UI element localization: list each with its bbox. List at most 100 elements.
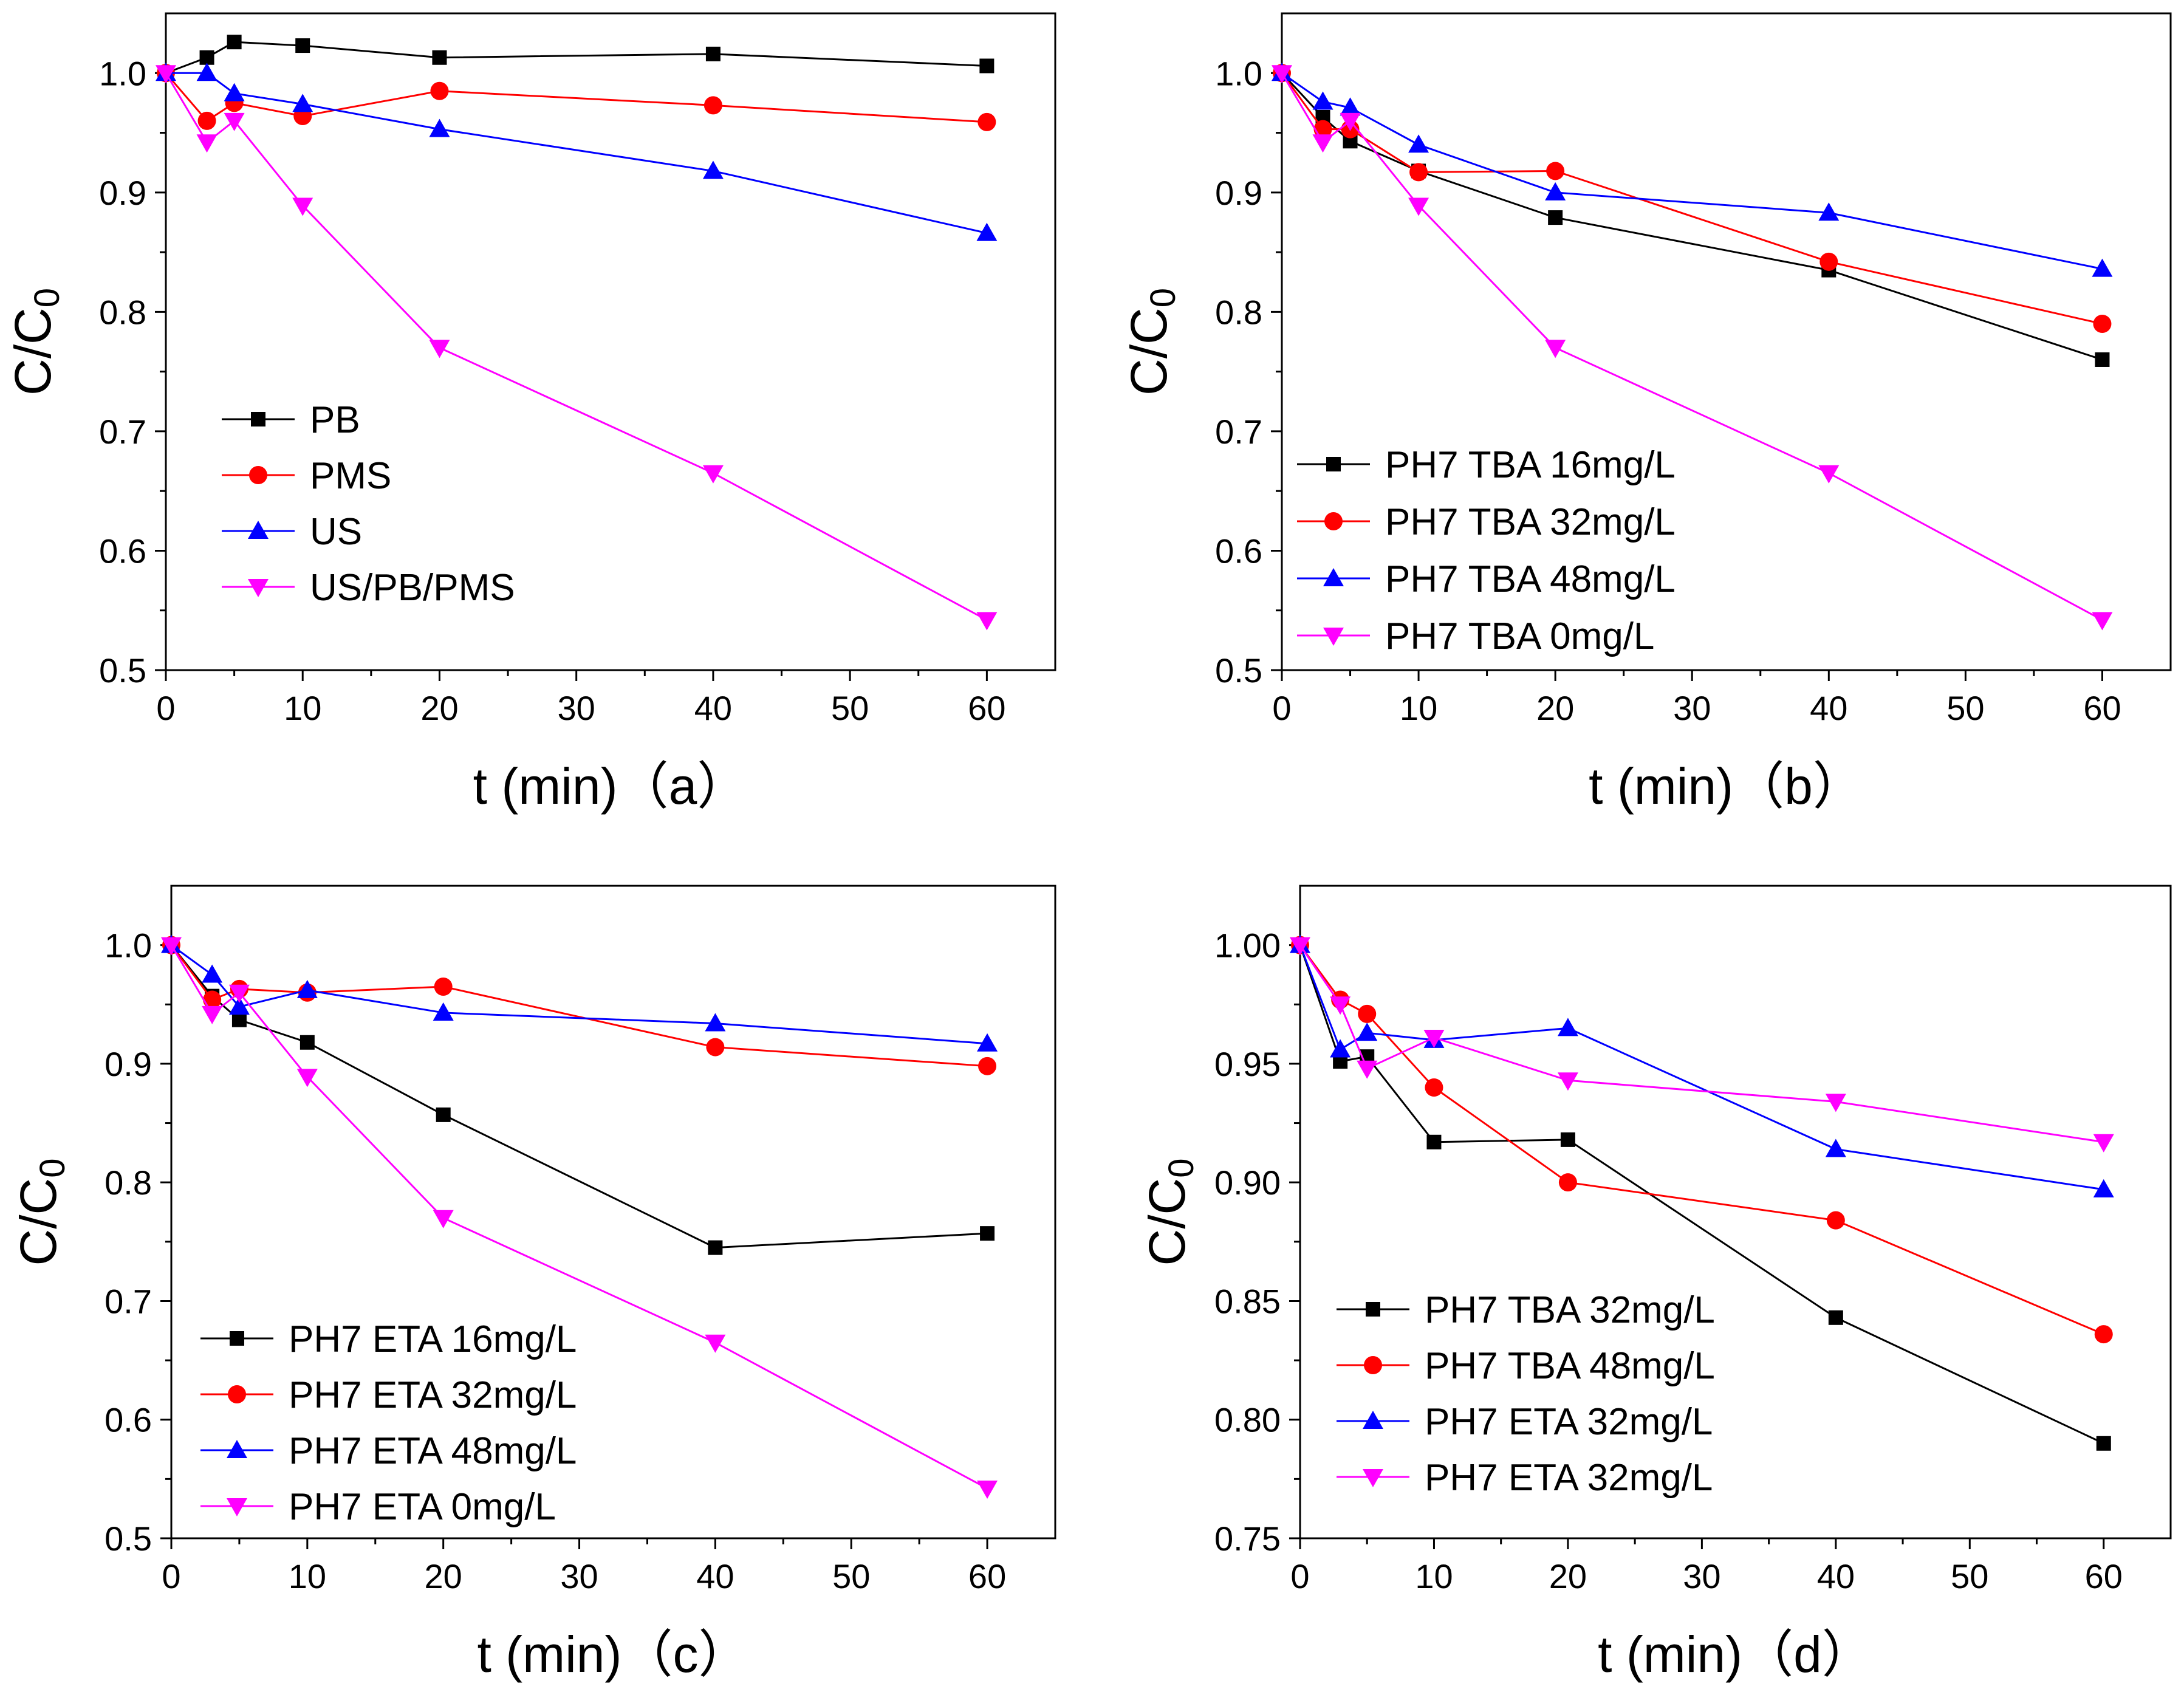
y-tick-label: 0.5	[104, 1519, 152, 1558]
series-3	[161, 937, 998, 1499]
y-axis-label: C/C0	[1138, 1159, 1201, 1266]
series-line	[171, 944, 988, 1045]
x-tick-label: 10	[284, 689, 321, 727]
series-line	[165, 72, 988, 621]
data-point	[296, 979, 318, 998]
y-tick-label: 1.0	[1215, 54, 1262, 92]
y-axis-label-subscript: 0	[27, 288, 67, 307]
data-point	[976, 222, 998, 241]
data-point	[1557, 1018, 1578, 1036]
data-point	[978, 1057, 997, 1075]
chart-panel-d: 0 10 20 30 40 50 60 0.75 0.80 0.85 0.90 0.95 1.00 t (…	[1138, 885, 2172, 1683]
legend-label: PH7 ETA 32mg/L	[1425, 1401, 1713, 1443]
data-point	[1290, 937, 1310, 956]
data-point	[1546, 162, 1565, 180]
legend-marker	[227, 1498, 247, 1516]
data-point	[1425, 1078, 1443, 1097]
x-tick-label: 50	[1951, 1557, 1988, 1595]
data-point	[1826, 1211, 1845, 1230]
series-1	[157, 64, 996, 131]
x-tick-label: 40	[696, 1557, 734, 1595]
series-line	[1281, 72, 2103, 325]
data-point	[1818, 465, 1840, 484]
x-tick-label: 0	[1290, 1557, 1309, 1595]
data-point	[292, 94, 313, 112]
y-tick-label: 0.85	[1214, 1282, 1281, 1320]
y-tick-label: 0.9	[104, 1045, 152, 1083]
y-axis-label-main: C/C	[1120, 307, 1177, 396]
data-point	[433, 1002, 454, 1021]
legend-marker	[1323, 568, 1344, 586]
legend-label: PH7 TBA 48mg/L	[1425, 1345, 1715, 1387]
data-point	[979, 58, 994, 74]
y-tick-label: 0.7	[99, 413, 146, 451]
y-tick-label: 0.90	[1214, 1163, 1281, 1202]
legend-label: PH7 TBA 32mg/L	[1425, 1289, 1715, 1331]
legend-marker	[1366, 1302, 1380, 1317]
y-axis-label-subscript: 0	[1143, 288, 1183, 307]
series-line	[165, 72, 987, 123]
series-line	[1299, 944, 2104, 1143]
x-tick-label: 30	[1683, 1557, 1720, 1595]
x-tick-label: 30	[560, 1557, 598, 1595]
data-point	[1358, 1004, 1377, 1023]
legend-marker	[227, 1440, 247, 1458]
x-tick-label: 40	[1810, 689, 1847, 727]
plot-frame	[1281, 12, 2172, 671]
x-tick-label: 60	[2085, 1557, 2123, 1595]
legend-label: PH7 ETA 32mg/L	[289, 1374, 577, 1416]
y-tick-label: 0.6	[1215, 532, 1262, 570]
data-point	[430, 81, 449, 100]
data-point	[203, 990, 222, 1009]
x-tick-label: 60	[968, 1557, 1006, 1595]
y-tick-label: 0.80	[1214, 1401, 1281, 1439]
y-axis-label: C/C0	[4, 288, 67, 396]
data-point	[2092, 612, 2113, 631]
y-tick-label: 0.5	[99, 651, 146, 690]
y-tick-label: 0.6	[104, 1401, 152, 1439]
y-axis-label: C/C0	[10, 1159, 72, 1266]
data-point	[706, 1038, 725, 1057]
data-point	[156, 65, 176, 84]
data-point	[1558, 1173, 1577, 1192]
x-tick-label: 10	[1400, 689, 1437, 727]
y-tick-label: 0.75	[1214, 1519, 1281, 1558]
x-tick-label: 50	[832, 1557, 870, 1595]
x-tick-label: 60	[2083, 689, 2121, 727]
y-axis-label-subscript: 0	[1162, 1159, 1201, 1178]
data-point	[224, 112, 245, 131]
data-point	[1408, 134, 1429, 153]
data-point	[295, 38, 310, 53]
data-point	[1357, 1022, 1378, 1041]
data-point	[705, 1334, 726, 1353]
legend-label: PMS	[310, 455, 391, 497]
legend-marker	[1323, 628, 1344, 646]
series-line	[1299, 944, 2104, 1335]
data-point	[1560, 1132, 1575, 1147]
data-point	[702, 465, 724, 484]
series-line	[166, 72, 987, 235]
legend-label: PH7 ETA 32mg/L	[1425, 1457, 1713, 1499]
data-point	[1340, 112, 1361, 131]
x-tick-label: 30	[558, 689, 595, 727]
x-tick-label: 20	[420, 689, 458, 727]
legend-label: US/PB/PMS	[310, 567, 515, 609]
x-tick-label: 0	[1272, 689, 1291, 727]
legend-marker	[1364, 1356, 1382, 1374]
y-tick-label: 0.5	[1215, 651, 1262, 690]
x-tick-label: 20	[425, 1557, 462, 1595]
x-tick-label: 50	[831, 689, 869, 727]
data-point	[2093, 1134, 2114, 1153]
legend-marker	[251, 412, 265, 426]
data-point	[977, 1480, 998, 1499]
data-point	[1408, 197, 1429, 216]
series-2	[156, 63, 998, 241]
data-point	[703, 96, 722, 115]
data-point	[202, 964, 223, 983]
data-point	[702, 160, 724, 179]
plot-frame	[165, 12, 1056, 671]
series-2	[1272, 63, 2113, 277]
y-tick-label: 0.9	[99, 174, 146, 212]
legend-marker	[228, 1385, 246, 1403]
